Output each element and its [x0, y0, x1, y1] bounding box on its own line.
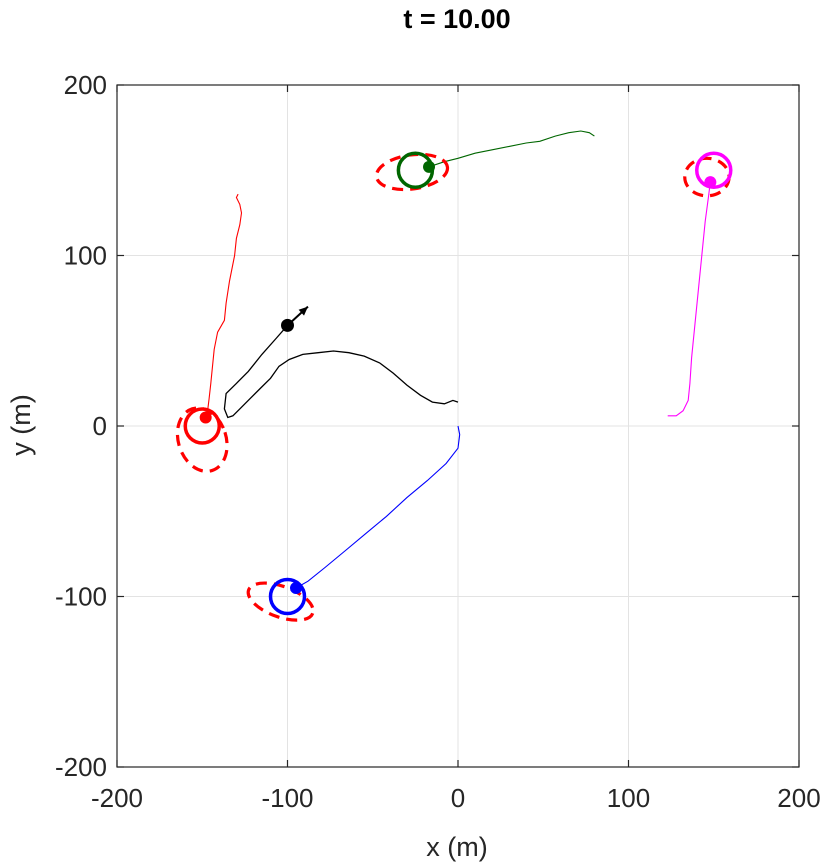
- chart-title: t = 10.00: [403, 4, 510, 34]
- x-tick-label: -200: [91, 783, 143, 813]
- pursuer-marker: [281, 318, 294, 332]
- y-tick-label: -100: [55, 582, 107, 612]
- pursuer-path: [223, 324, 459, 419]
- x-tick-label: -100: [261, 783, 313, 813]
- uncertainty-ellipse: [246, 581, 315, 622]
- target-path: [295, 425, 461, 589]
- x-axis-label: x (m): [426, 832, 487, 862]
- x-tick-label: 100: [607, 783, 650, 813]
- target-estimate-marker: [423, 160, 436, 173]
- y-tick-label: 0: [93, 411, 107, 441]
- x-tick-label: 0: [451, 783, 465, 813]
- target-circle: [268, 577, 307, 616]
- y-tick-label: 100: [64, 241, 107, 271]
- target-estimate-marker: [290, 581, 303, 594]
- target-path: [667, 182, 711, 417]
- target-circle: [695, 151, 733, 189]
- x-ticks: -200 -100 0 100 200: [91, 85, 821, 813]
- target-path: [205, 193, 243, 418]
- uncertainty-ellipse: [683, 156, 731, 198]
- y-axis-label: y (m): [6, 394, 36, 455]
- y-tick-label: 200: [64, 70, 107, 100]
- uncertainty-ellipse: [175, 406, 229, 473]
- pursuer-arrow-head: [298, 306, 308, 316]
- y-ticks: -200 -100 0 100 200: [55, 70, 799, 782]
- axes-frame: [116, 84, 800, 768]
- target-estimate-marker: [704, 176, 717, 189]
- plot-area: [175, 130, 733, 622]
- x-tick-label: 200: [777, 783, 820, 813]
- y-tick-label: -200: [55, 752, 107, 782]
- target-estimate-marker: [199, 411, 212, 424]
- target-path: [428, 130, 595, 168]
- target-circle: [183, 407, 221, 445]
